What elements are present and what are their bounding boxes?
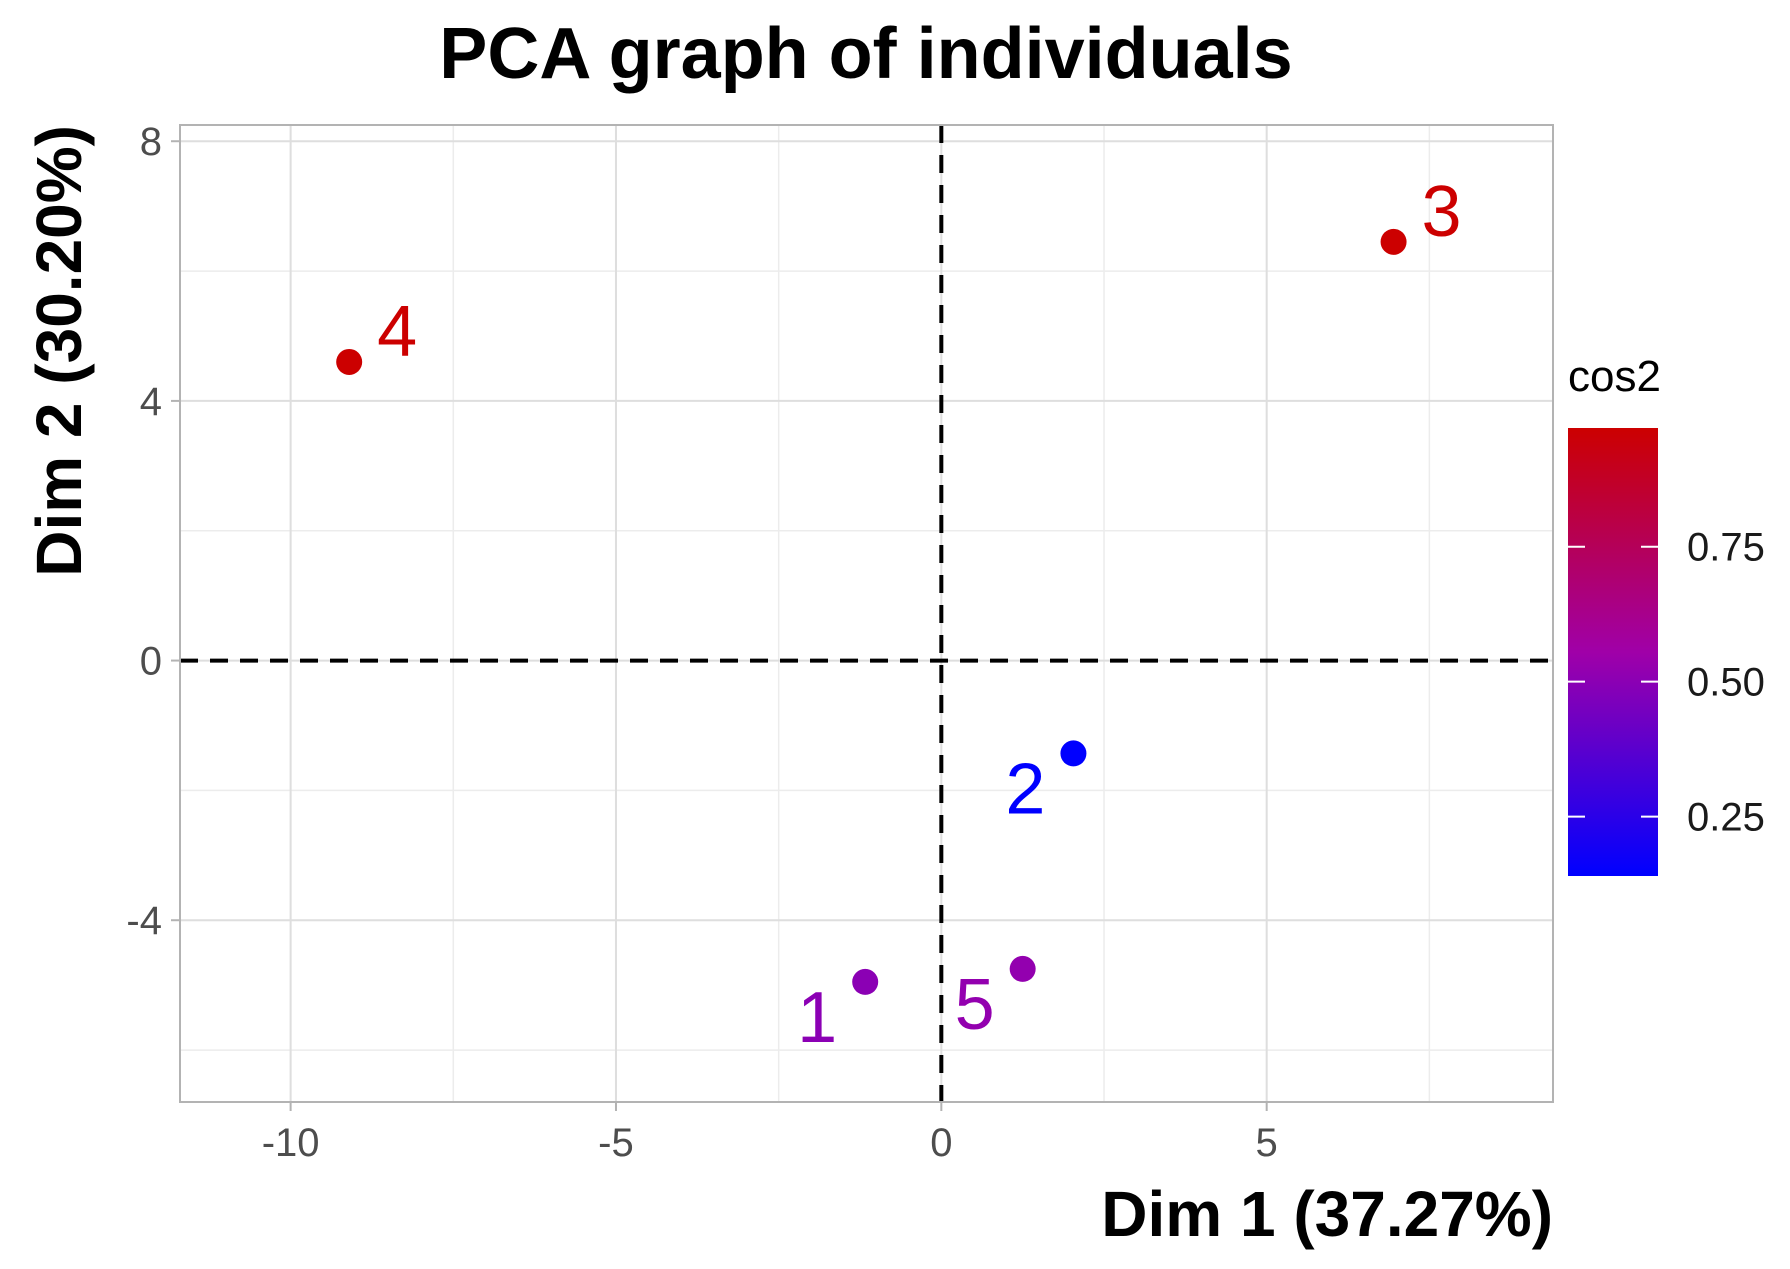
data-point-1: [852, 968, 879, 995]
data-point-4: [336, 348, 363, 375]
y-tick-label: 4: [140, 380, 162, 424]
data-point-label-2: 2: [1005, 749, 1045, 829]
x-tick-label: 0: [930, 1121, 952, 1165]
x-tick-label: -5: [598, 1121, 634, 1165]
data-point-2: [1060, 740, 1087, 767]
y-axis: -4 0 4 8: [126, 120, 180, 943]
data-point-5: [1009, 955, 1036, 982]
data-point-label-5: 5: [955, 965, 995, 1045]
data-point-label-1: 1: [797, 978, 837, 1058]
legend-tick-label: 0.50: [1687, 661, 1765, 705]
chart-title: PCA graph of individuals: [439, 14, 1292, 94]
data-point-label-4: 4: [377, 292, 417, 372]
cos2-legend: cos2 0.25 0.50 0.75: [1568, 352, 1765, 876]
legend-ticks: 0.25 0.50 0.75: [1568, 526, 1765, 840]
legend-tick-label: 0.25: [1687, 796, 1765, 840]
data-points: 1 2 3 4 5: [336, 172, 1462, 1058]
y-tick-label: -4: [126, 899, 162, 943]
legend-title: cos2: [1568, 352, 1661, 401]
plot-panel-border: [179, 124, 1554, 1103]
data-point-3: [1380, 228, 1407, 255]
data-point-label-3: 3: [1422, 172, 1462, 252]
y-tick-label: 0: [140, 640, 162, 684]
x-axis-title: Dim 1 (37.27%): [1101, 1178, 1553, 1250]
plot-panel: [180, 125, 1553, 1102]
reference-lines: [180, 125, 1553, 1102]
x-tick-label: -10: [262, 1121, 320, 1165]
y-axis-title: Dim 2 (30.20%): [23, 125, 95, 577]
legend-tick-label: 0.75: [1687, 526, 1765, 570]
legend-colorbar: [1568, 428, 1658, 876]
y-tick-label: 8: [140, 120, 162, 164]
x-axis: -10 -5 0 5: [262, 1102, 1278, 1165]
x-tick-label: 5: [1256, 1121, 1278, 1165]
minor-gridlines: [180, 125, 1553, 1102]
